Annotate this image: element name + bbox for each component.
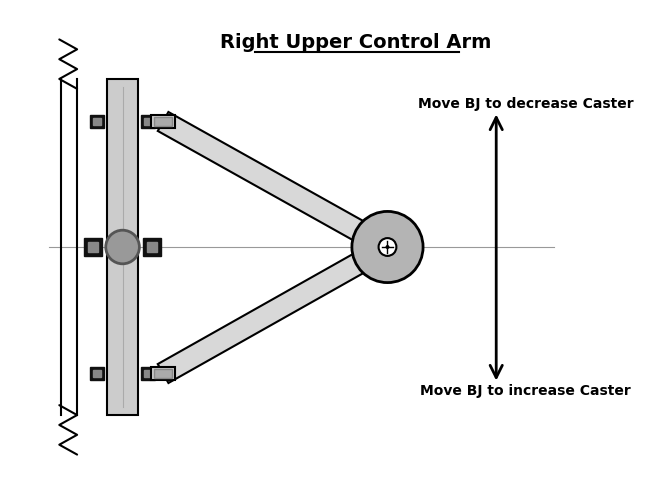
Bar xyxy=(90,114,104,128)
Bar xyxy=(141,367,155,381)
Polygon shape xyxy=(158,238,393,383)
Bar xyxy=(141,114,155,128)
Bar xyxy=(84,238,102,256)
Bar xyxy=(154,369,172,379)
Bar xyxy=(143,238,161,256)
Polygon shape xyxy=(158,112,393,256)
Bar xyxy=(154,116,172,126)
Bar xyxy=(93,118,101,125)
Text: Move BJ to increase Caster: Move BJ to increase Caster xyxy=(420,384,631,398)
Bar xyxy=(145,370,152,377)
Bar xyxy=(88,242,98,252)
Bar xyxy=(151,367,175,381)
Circle shape xyxy=(106,230,139,264)
Circle shape xyxy=(352,211,423,283)
Text: Right Upper Control Arm: Right Upper Control Arm xyxy=(220,33,492,52)
Bar xyxy=(151,114,175,128)
Circle shape xyxy=(385,245,389,249)
Bar xyxy=(107,79,139,415)
Bar xyxy=(93,370,101,377)
Bar xyxy=(145,118,152,125)
Bar xyxy=(147,242,157,252)
Text: Move BJ to decrease Caster: Move BJ to decrease Caster xyxy=(418,97,634,111)
Circle shape xyxy=(379,238,397,256)
Bar xyxy=(90,367,104,381)
